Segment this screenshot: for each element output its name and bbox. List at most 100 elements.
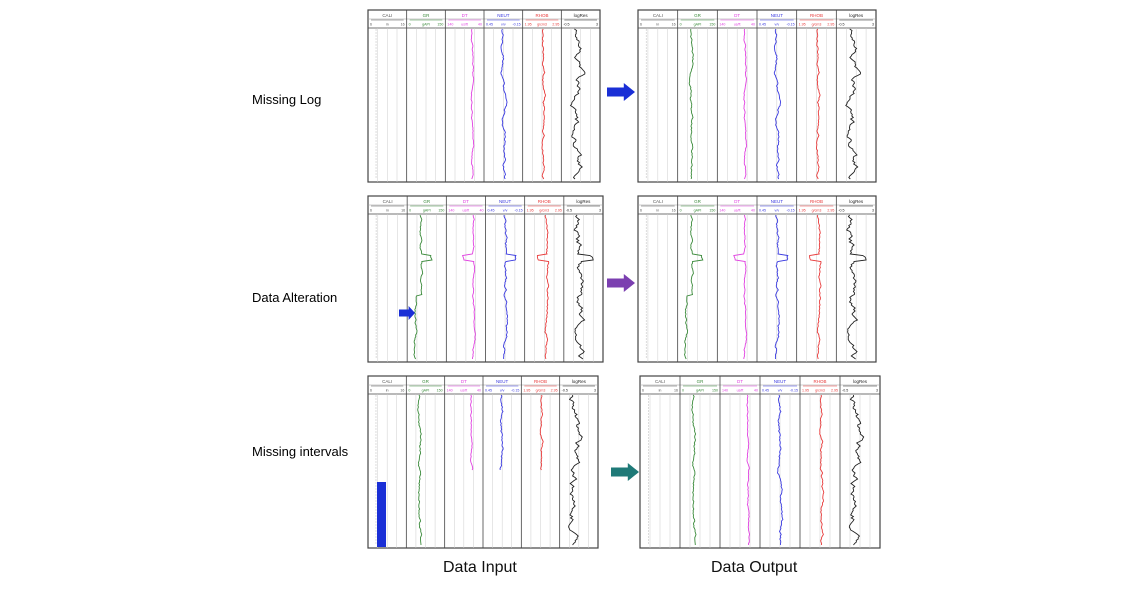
- track-scale-neut: v/v: [775, 23, 780, 27]
- track-scale-cali: 6: [640, 23, 642, 27]
- track-scale-dt: 40: [754, 389, 758, 393]
- track-scale-rhob: 2.95: [555, 209, 562, 213]
- track-name-neut: NEUT: [499, 199, 512, 204]
- track-scale-neut: -0.15: [512, 23, 520, 27]
- anomaly-pointer-arrow-icon: [399, 306, 415, 320]
- track-name-rhob: RHOB: [810, 199, 823, 204]
- track-scale-dt: 40: [477, 389, 481, 393]
- track-scale-rhob: 2.95: [831, 389, 838, 393]
- track-name-dt: DT: [461, 379, 467, 384]
- track-scale-neut: v/v: [778, 389, 783, 393]
- track-scale-neut: 0.45: [486, 23, 493, 27]
- track-name-gr: GR: [697, 379, 705, 384]
- track-name-logres: logRes: [849, 199, 864, 204]
- track-scale-logres: -0.5: [842, 389, 848, 393]
- track-name-cali: CALI: [655, 379, 665, 384]
- track-scale-rhob: 2.95: [827, 23, 834, 27]
- curve-neut: [503, 215, 517, 360]
- track-scale-cali: 16: [400, 389, 404, 393]
- track-scale-rhob: 1.95: [527, 209, 534, 213]
- track-name-logres: logRes: [853, 379, 868, 384]
- track-scale-cali: 16: [401, 209, 405, 213]
- curve-rhob: [809, 214, 822, 360]
- log-panel-missing-interval-output: CALI 6 in 16 GR 0 gAPI 150 DT 140 us/ft 40 NEUT 0.45 v…: [639, 375, 881, 549]
- track-scale-rhob: g/cm3: [539, 209, 549, 213]
- track-name-neut: NEUT: [771, 199, 784, 204]
- track-scale-neut: v/v: [500, 389, 505, 393]
- track-scale-dt: 140: [722, 389, 728, 393]
- track-scale-neut: -0.15: [786, 23, 794, 27]
- track-scale-rhob: 1.95: [799, 209, 806, 213]
- track-scale-cali: in: [656, 23, 659, 27]
- track-scale-gr: 150: [712, 389, 718, 393]
- track-scale-cali: in: [386, 209, 389, 213]
- track-scale-cali: 6: [370, 23, 372, 27]
- track-scale-logres: -0.5: [563, 23, 569, 27]
- curve-cali: [648, 395, 649, 544]
- track-scale-logres: 3: [872, 23, 874, 27]
- track-scale-cali: in: [659, 389, 662, 393]
- curve-cali: [375, 29, 377, 178]
- curve-logres: [845, 28, 861, 180]
- track-name-neut: NEUT: [496, 379, 509, 384]
- track-scale-dt: us/ft: [461, 23, 468, 27]
- track-scale-dt: 140: [447, 23, 453, 27]
- track-scale-dt: 40: [478, 23, 482, 27]
- curve-dt: [462, 214, 476, 360]
- arrow-right-icon: [607, 274, 635, 292]
- track-name-dt: DT: [463, 199, 469, 204]
- curve-rhob: [819, 394, 825, 546]
- track-scale-gr: 0: [408, 389, 410, 393]
- track-scale-gr: 150: [438, 209, 444, 213]
- track-name-gr: GR: [423, 199, 431, 204]
- track-scale-gr: gAPI: [696, 389, 704, 393]
- track-name-gr: GR: [694, 13, 702, 18]
- curve-neut: [499, 394, 504, 471]
- track-scale-neut: v/v: [503, 209, 508, 213]
- track-scale-neut: -0.15: [514, 209, 522, 213]
- track-name-dt: DT: [737, 379, 743, 384]
- track-scale-dt: 40: [751, 209, 755, 213]
- track-scale-cali: in: [386, 389, 389, 393]
- track-scale-dt: 140: [447, 389, 453, 393]
- track-name-cali: CALI: [382, 379, 392, 384]
- track-scale-rhob: 1.95: [799, 23, 806, 27]
- curve-neut: [500, 28, 508, 180]
- track-scale-gr: 0: [680, 23, 682, 27]
- track-name-rhob: RHOB: [535, 13, 548, 18]
- curve-cali: [375, 215, 377, 358]
- track-scale-dt: 40: [480, 209, 484, 213]
- track-scale-rhob: g/cm3: [537, 23, 547, 27]
- curve-rhob: [541, 28, 546, 180]
- track-name-rhob: RHOB: [538, 199, 551, 204]
- track-scale-logres: 3: [872, 209, 874, 213]
- track-scale-logres: 3: [876, 389, 878, 393]
- track-scale-gr: 0: [680, 209, 682, 213]
- track-scale-dt: 140: [448, 209, 454, 213]
- arrow-right-icon: [607, 83, 635, 101]
- track-name-cali: CALI: [383, 199, 393, 204]
- track-scale-logres: -0.5: [838, 209, 844, 213]
- track-scale-gr: gAPI: [423, 209, 431, 213]
- track-name-gr: GR: [422, 379, 430, 384]
- missing-interval-highlight: [377, 482, 386, 547]
- track-scale-cali: 16: [672, 209, 676, 213]
- track-scale-rhob: g/cm3: [812, 23, 822, 27]
- curve-dt: [470, 394, 474, 471]
- track-scale-rhob: g/cm3: [536, 389, 546, 393]
- track-scale-cali: in: [386, 23, 389, 27]
- track-scale-gr: 0: [409, 209, 411, 213]
- curve-logres: [569, 28, 586, 180]
- track-scale-logres: -0.5: [566, 209, 572, 213]
- track-name-logres: logRes: [849, 13, 864, 18]
- track-scale-gr: 150: [437, 23, 443, 27]
- track-scale-neut: v/v: [775, 209, 780, 213]
- track-scale-rhob: 2.95: [552, 23, 559, 27]
- track-scale-gr: 150: [709, 23, 715, 27]
- track-scale-dt: us/ft: [737, 389, 744, 393]
- track-scale-neut: -0.15: [511, 389, 519, 393]
- track-scale-gr: gAPI: [694, 209, 702, 213]
- track-scale-cali: 16: [674, 389, 678, 393]
- track-name-neut: NEUT: [771, 13, 784, 18]
